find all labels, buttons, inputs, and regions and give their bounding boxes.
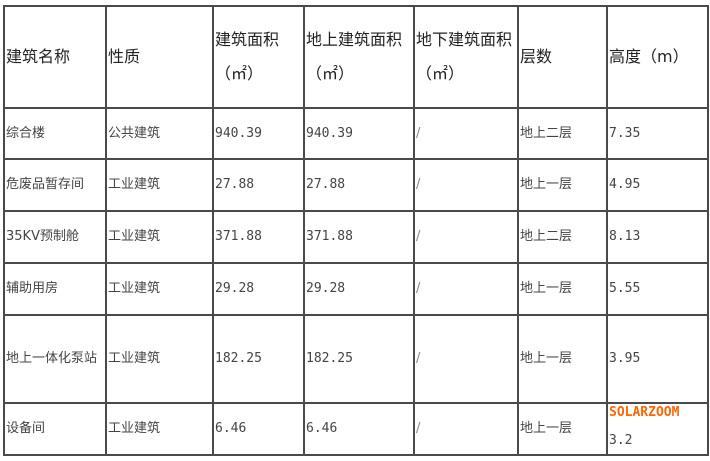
table-row: 设备间 工业建筑 6.46 6.46/地上一层 3.2 (3, 402, 709, 456)
cell-building-name: 危废品暂存间 (3, 158, 107, 212)
cell-height: 8.13 (606, 210, 709, 264)
cell-building-name: 地上一体化泵站 (3, 314, 107, 404)
cell-nature: 工业建筑 (105, 210, 214, 264)
table-body: 综合楼 公共建筑 940.39 940.39/地上二层 7.35 危废品暂存间 工业建筑 27… (3, 107, 709, 456)
header-underground-area: 地下建筑面积（㎡） (413, 5, 519, 109)
header-building-name: 建筑名称 (3, 5, 107, 109)
cell-floor-area: 182.25 (212, 314, 305, 404)
cell-floor-area: 6.46 (212, 402, 305, 456)
table-row: 35KV预制舱 工业建筑 371.88 371.88/地上二层 8.13 (3, 210, 709, 264)
header-nature: 性质 (105, 5, 214, 109)
cell-nature: 工业建筑 (105, 314, 214, 404)
cell-height: 3.95 (606, 314, 709, 404)
cell-above-ground-area: 940.39 (303, 107, 415, 160)
cell-floor-area: 29.28 (212, 262, 305, 316)
cell-building-name: 35KV预制舱 (3, 210, 107, 264)
cell-above-ground-area: 6.46 (303, 402, 415, 456)
table-row: 危废品暂存间 工业建筑 27.88 27.88/地上一层 4.95 (3, 158, 709, 212)
header-floor-area: 建筑面积（㎡） (212, 5, 305, 109)
cell-building-name: 设备间 (3, 402, 107, 456)
cell-underground-area: / (413, 210, 519, 264)
header-height: 高度（m） (606, 5, 709, 109)
cell-above-ground-area: 29.28 (303, 262, 415, 316)
building-table: 建筑名称 性质 建筑面积（㎡） 地上建筑面积（㎡） 地下建筑面积（㎡） 层数 高… (3, 5, 709, 456)
cell-underground-area: / (413, 402, 519, 456)
cell-building-name: 辅助用房 (3, 262, 107, 316)
cell-underground-area: / (413, 314, 519, 404)
cell-floors: 地上一层 (517, 314, 608, 404)
cell-underground-area: / (413, 107, 519, 160)
cell-underground-area: / (413, 262, 519, 316)
table-row: 综合楼 公共建筑 940.39 940.39/地上二层 7.35 (3, 107, 709, 160)
cell-underground-area: / (413, 158, 519, 212)
cell-nature: 工业建筑 (105, 262, 214, 316)
cell-floor-area: 371.88 (212, 210, 305, 264)
cell-floors: 地上一层 (517, 402, 608, 456)
watermark: SOLARZOOM (609, 405, 680, 420)
header-row: 建筑名称 性质 建筑面积（㎡） 地上建筑面积（㎡） 地下建筑面积（㎡） 层数 高… (3, 5, 709, 109)
cell-height: 7.35 (606, 107, 709, 160)
cell-nature: 公共建筑 (105, 107, 214, 160)
cell-above-ground-area: 371.88 (303, 210, 415, 264)
cell-nature: 工业建筑 (105, 158, 214, 212)
cell-floor-area: 940.39 (212, 107, 305, 160)
cell-above-ground-area: 27.88 (303, 158, 415, 212)
cell-height: 3.2 (606, 402, 709, 456)
table-row: 辅助用房 工业建筑 29.28 29.28/地上一层 5.55 (3, 262, 709, 316)
table-row: 地上一体化泵站 工业建筑 182.25 182.25/地上一层 3.95 (3, 314, 709, 404)
cell-floor-area: 27.88 (212, 158, 305, 212)
header-above-ground-area: 地上建筑面积（㎡） (303, 5, 415, 109)
cell-height: 5.55 (606, 262, 709, 316)
cell-above-ground-area: 182.25 (303, 314, 415, 404)
cell-height: 4.95 (606, 158, 709, 212)
header-floors: 层数 (517, 5, 608, 109)
cell-nature: 工业建筑 (105, 402, 214, 456)
cell-floors: 地上一层 (517, 158, 608, 212)
cell-floors: 地上二层 (517, 210, 608, 264)
cell-floors: 地上一层 (517, 262, 608, 316)
cell-floors: 地上二层 (517, 107, 608, 160)
cell-building-name: 综合楼 (3, 107, 107, 160)
